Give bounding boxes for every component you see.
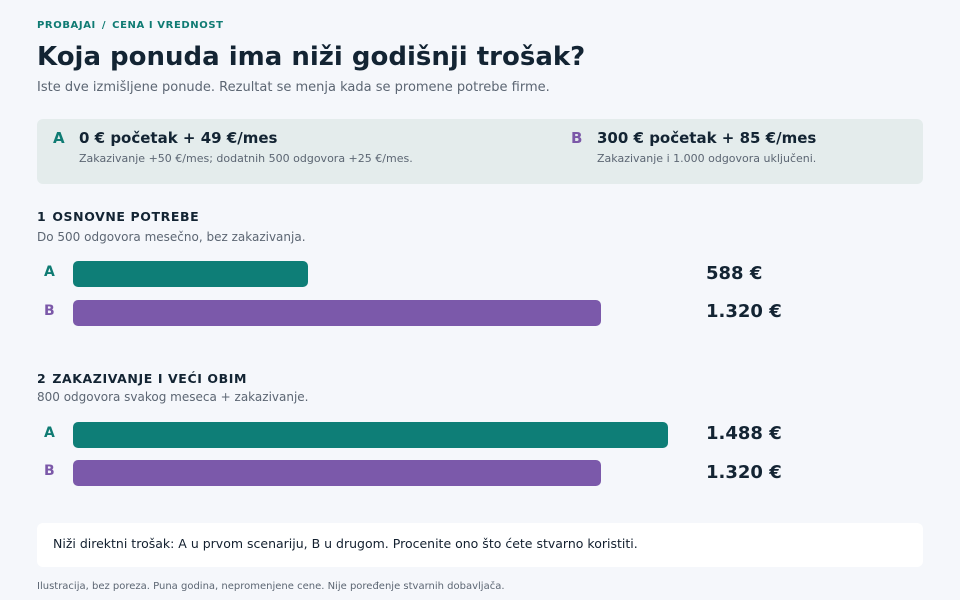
scenario-1-description: Do 500 odgovora mesečno, bez zakazivanja… [37, 230, 306, 244]
offer-a-title: 0 € početak + 49 €/mes [79, 129, 278, 147]
breadcrumb-item-current: CENA I VREDNOST [112, 20, 224, 31]
scenario-2-label-a: A [44, 425, 55, 441]
scenario-2-bar-a [73, 422, 669, 448]
scenario-2-label-b: B [44, 463, 55, 479]
offers-panel: A 0 € početak + 49 €/mes Zakazivanje +50… [37, 119, 923, 184]
scenario-2-title: 2 ZAKAZIVANJE I VEĆI OBIM [37, 371, 247, 386]
scenario-1-label-a: A [44, 264, 55, 280]
offer-b-letter: B [571, 129, 583, 147]
scenario-1-heading: OSNOVNE POTREBE [52, 209, 200, 224]
scenario-2-number: 2 [37, 371, 47, 386]
offer-a-letter: A [53, 129, 65, 147]
page-subtitle: Iste dve izmišljene ponude. Rezultat se … [37, 80, 550, 95]
scenario-1-bar-a [73, 261, 309, 287]
scenario-1-bar-b [73, 300, 601, 326]
breadcrumb-item-probajai[interactable]: PROBAJAI [37, 20, 96, 31]
offer-a-note: Zakazivanje +50 €/mes; dodatnih 500 odgo… [79, 152, 413, 165]
offer-b-title: 300 € početak + 85 €/mes [597, 129, 817, 147]
offer-b-note: Zakazivanje i 1.000 odgovora uključeni. [597, 152, 817, 165]
scenario-1-value-b: 1.320 € [706, 301, 782, 322]
conclusion-box: Niži direktni trošak: A u prvom scenarij… [37, 523, 923, 567]
page-title: Koja ponuda ima niži godišnji trošak? [37, 42, 586, 72]
scenario-2-value-a: 1.488 € [706, 423, 782, 444]
scenario-2-bar-b [73, 460, 601, 486]
scenario-2-value-b: 1.320 € [706, 462, 782, 483]
breadcrumb-separator: / [101, 20, 107, 31]
scenario-2-description: 800 odgovora svakog meseca + zakazivanje… [37, 390, 309, 404]
scenario-1-title: 1 OSNOVNE POTREBE [37, 209, 199, 224]
scenario-2-heading: ZAKAZIVANJE I VEĆI OBIM [52, 371, 248, 386]
scenario-1-number: 1 [37, 209, 47, 224]
footnote: Ilustracija, bez poreza. Puna godina, ne… [37, 581, 505, 592]
conclusion-text: Niži direktni trošak: A u prvom scenarij… [53, 536, 638, 551]
breadcrumb: PROBAJAI / CENA I VREDNOST [37, 20, 224, 31]
scenario-1-value-a: 588 € [706, 263, 763, 284]
scenario-1-label-b: B [44, 303, 55, 319]
